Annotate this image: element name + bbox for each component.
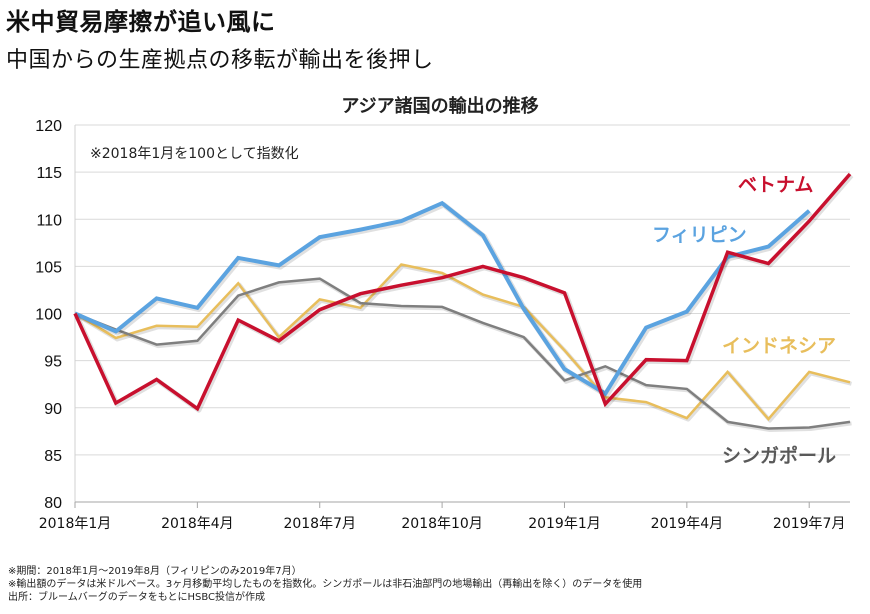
series-label-singapore: シンガポール — [722, 444, 836, 467]
series-shadow — [74, 173, 854, 413]
x-tick-label: 2019年1月 — [528, 516, 601, 532]
y-tick-label: 85 — [44, 448, 62, 465]
x-axis: 2018年1月 2018年4月 2018年7月 2018年10月 2019年1月 2019… — [39, 501, 850, 532]
footnote-source: 出所：ブルームバーグのデータをもとにHSBC投信が作成 — [8, 592, 266, 603]
y-axis: 80 85 90 95 100 105 110 115 120 — [35, 118, 76, 512]
x-tick-label: 2019年4月 — [651, 516, 724, 532]
x-tick-label: 2018年4月 — [161, 516, 234, 532]
series-label-vietnam: ベトナム — [738, 174, 813, 196]
subheadline: 中国からの生産拠点の移転が輸出を後押し — [6, 48, 434, 73]
y-tick-label: 100 — [35, 307, 62, 324]
x-tick-label: 2018年7月 — [283, 516, 356, 532]
series-line — [73, 172, 852, 412]
series-lines — [73, 172, 854, 432]
x-tick-label: 2019年7月 — [773, 516, 846, 532]
x-tick-label: 2018年1月 — [39, 516, 112, 532]
footnote-method: ※輸出額のデータは米ドルベース。3ヶ月移動平均したものを指数化。シンガポールは非… — [8, 579, 643, 590]
series-line — [74, 200, 811, 397]
y-tick-label: 120 — [35, 118, 62, 135]
series-label-philippines: フィリピン — [652, 224, 747, 246]
footnote-period: ※期間：2018年1月～2019年8月（フィリピンのみ2019年7月） — [8, 566, 302, 577]
y-tick-label: 95 — [44, 354, 62, 371]
footnotes: ※期間：2018年1月～2019年8月（フィリピンのみ2019年7月） ※輸出額… — [8, 565, 642, 604]
y-tick-label: 80 — [44, 495, 62, 512]
y-tick-label: 115 — [36, 165, 62, 182]
series-label-indonesia: インドネシア — [722, 335, 836, 357]
gridlines — [75, 124, 850, 456]
y-tick-label: 90 — [44, 401, 62, 418]
series-line — [74, 277, 851, 430]
headline: 米中貿易摩擦が追い風に — [6, 8, 276, 36]
chart-title: アジア諸国の輸出の推移 — [341, 95, 538, 117]
series-labels: ベトナム フィリピン インドネシア シンガポール — [652, 174, 836, 467]
x-tick-label: 2018年10月 — [401, 516, 482, 532]
series-line — [74, 263, 851, 422]
index-annotation: ※2018年1月を100として指数化 — [90, 146, 299, 162]
y-tick-label: 105 — [35, 259, 62, 276]
y-tick-label: 110 — [36, 212, 62, 229]
